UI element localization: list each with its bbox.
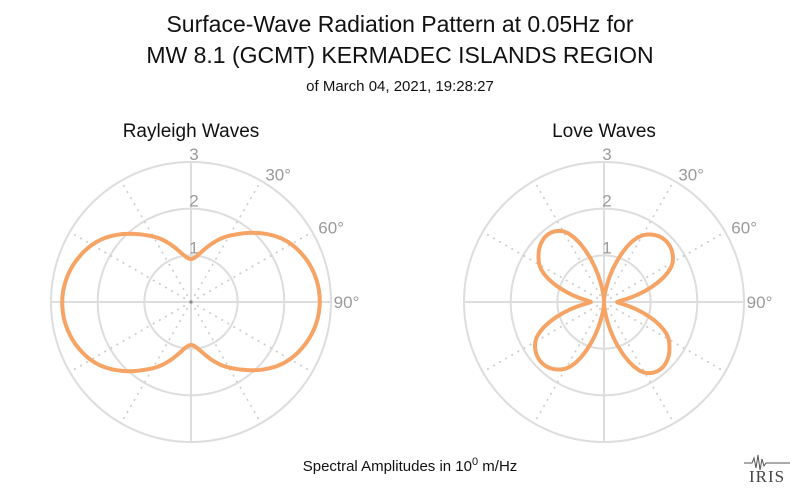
rayleigh-polar-plot: Rayleigh Waves 1 2 3 30° 60° 90° <box>50 121 360 443</box>
love-angle-label-30: 30° <box>678 166 704 185</box>
amplitude-units-suffix: m/Hz <box>478 458 517 475</box>
figure-subtitle: of March 04, 2021, 19:28:27 <box>306 78 494 95</box>
rayleigh-r-tick-1: 1 <box>189 238 198 257</box>
amplitude-units-prefix: Spectral Amplitudes in 10 <box>303 458 472 475</box>
love-r-tick-2: 2 <box>602 192 611 211</box>
love-pattern-line <box>533 228 675 376</box>
love-spoke-60 <box>603 231 726 303</box>
love-polar-plot: Love Waves 1 2 3 30° 60° 90° <box>463 121 773 443</box>
rayleigh-angle-label-90: 90° <box>334 293 360 312</box>
love-spoke-150 <box>603 301 675 424</box>
love-angle-label-90: 90° <box>747 293 773 312</box>
rayleigh-panel-title: Rayleigh Waves <box>123 121 260 142</box>
rayleigh-spoke-30 <box>190 180 262 303</box>
rayleigh-angle-label-30: 30° <box>265 166 291 185</box>
rayleigh-spoke-330 <box>120 180 192 303</box>
love-spoke-300 <box>482 231 605 303</box>
rayleigh-r-tick-3: 3 <box>189 145 198 164</box>
love-spoke-30 <box>603 180 675 303</box>
rayleigh-spoke-120 <box>190 301 313 373</box>
rayleigh-spoke-300 <box>69 231 192 303</box>
figure-title-line2: MW 8.1 (GCMT) KERMADEC ISLANDS REGION <box>146 42 653 68</box>
amplitude-units-label: Spectral Amplitudes in 100 m/Hz <box>303 456 518 475</box>
rayleigh-angle-label-60: 60° <box>318 219 344 238</box>
figure-title-line1: Surface-Wave Radiation Pattern at 0.05Hz… <box>166 11 633 37</box>
love-spoke-210 <box>533 301 605 424</box>
iris-logo: IRIS <box>744 454 790 486</box>
rayleigh-spoke-60 <box>190 231 313 303</box>
rayleigh-center-dot <box>189 300 193 304</box>
amplitude-units-exponent: 0 <box>472 456 478 468</box>
rayleigh-spoke-150 <box>190 301 262 424</box>
love-angle-label-60: 60° <box>731 219 757 238</box>
rayleigh-spoke-240 <box>69 301 192 373</box>
love-spoke-240 <box>482 301 605 373</box>
iris-logo-text: IRIS <box>749 467 785 486</box>
rayleigh-spoke-210 <box>120 301 192 424</box>
rayleigh-pattern-line <box>60 230 322 374</box>
love-r-tick-3: 3 <box>602 145 611 164</box>
love-spoke-330 <box>533 180 605 303</box>
love-panel-title: Love Waves <box>552 121 656 142</box>
love-r-tick-1: 1 <box>602 238 611 257</box>
love-spoke-120 <box>603 301 726 373</box>
rayleigh-r-tick-2: 2 <box>189 192 198 211</box>
seismogram-icon <box>744 454 790 471</box>
